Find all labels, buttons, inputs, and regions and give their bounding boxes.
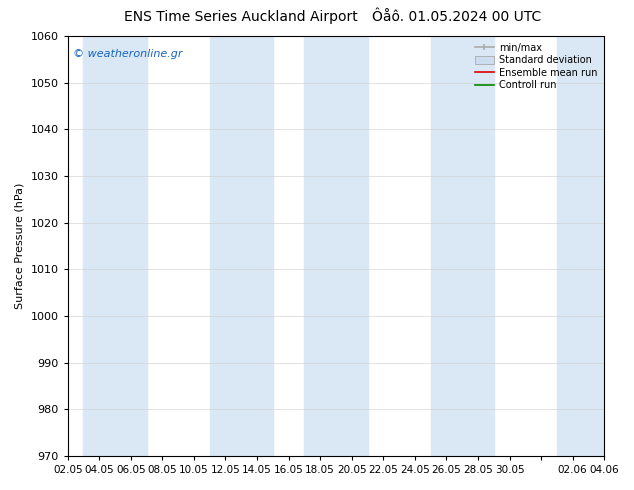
- Bar: [210, 36, 273, 456]
- Bar: [557, 36, 620, 456]
- Y-axis label: Surface Pressure (hPa): Surface Pressure (hPa): [15, 183, 25, 309]
- Bar: [304, 36, 368, 456]
- Bar: [430, 36, 494, 456]
- Text: ENS Time Series Auckland Airport: ENS Time Series Auckland Airport: [124, 10, 358, 24]
- Legend: min/max, Standard deviation, Ensemble mean run, Controll run: min/max, Standard deviation, Ensemble me…: [472, 41, 599, 92]
- Text: © weatheronline.gr: © weatheronline.gr: [73, 49, 183, 59]
- Text: Ôåô. 01.05.2024 00 UTC: Ôåô. 01.05.2024 00 UTC: [372, 10, 541, 24]
- Bar: [84, 36, 146, 456]
